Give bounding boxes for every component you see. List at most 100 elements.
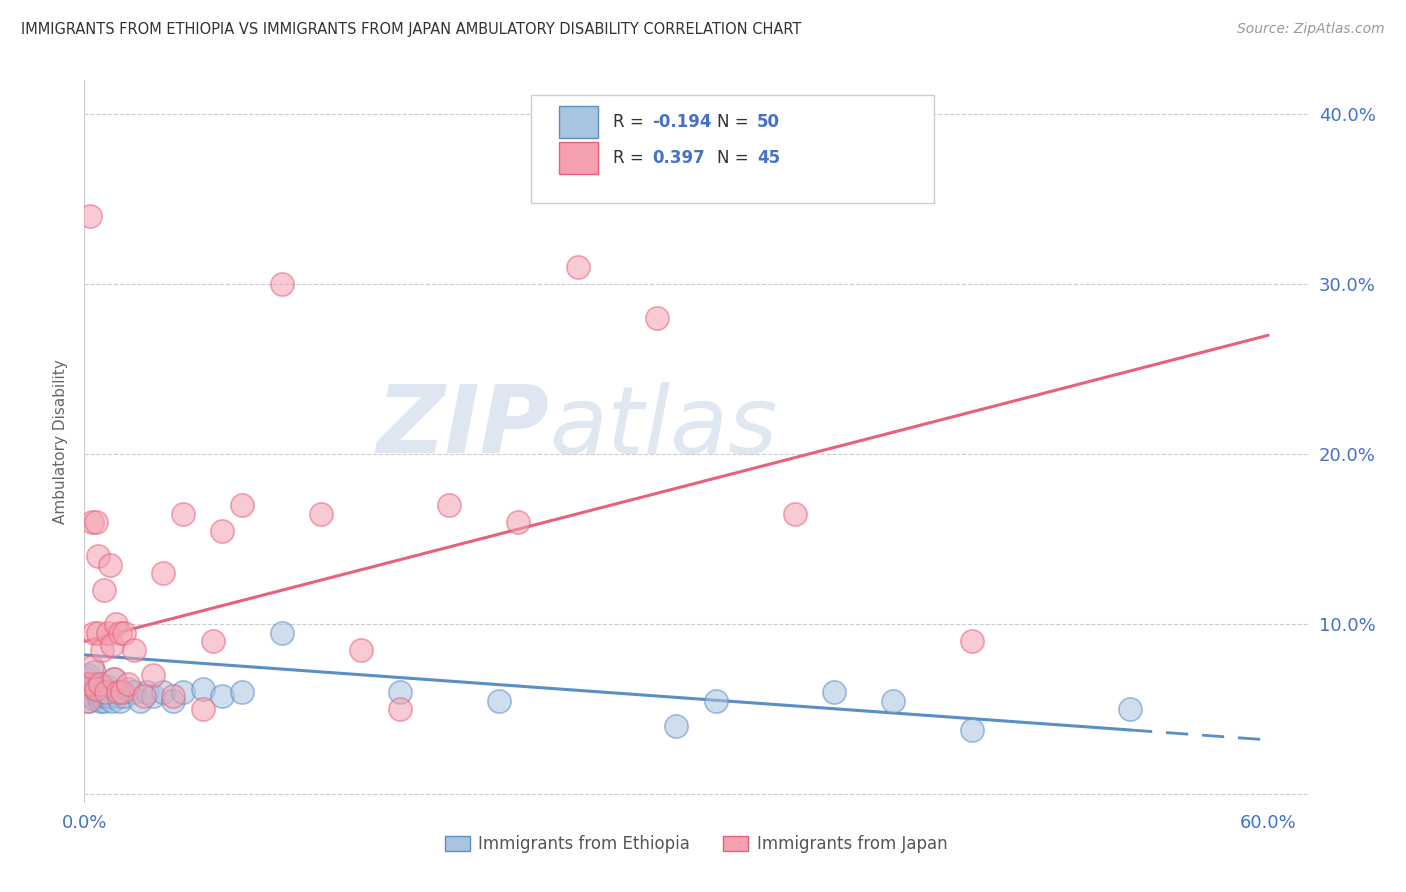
Point bbox=[111, 685, 134, 699]
Point bbox=[84, 681, 107, 696]
Point bbox=[108, 625, 131, 640]
Point bbox=[162, 694, 184, 708]
Point bbox=[103, 672, 125, 686]
Point bbox=[111, 685, 134, 699]
Point bbox=[77, 694, 100, 708]
Text: Source: ZipAtlas.com: Source: ZipAtlas.com bbox=[1237, 22, 1385, 37]
Point bbox=[823, 685, 845, 699]
Point bbox=[231, 685, 253, 699]
Point bbox=[82, 689, 104, 703]
Point bbox=[191, 681, 214, 696]
Point bbox=[142, 668, 165, 682]
Point bbox=[132, 689, 155, 703]
Point bbox=[101, 694, 124, 708]
Point bbox=[117, 681, 139, 696]
Point bbox=[94, 685, 117, 699]
Text: R =: R = bbox=[613, 112, 648, 131]
Point bbox=[201, 634, 224, 648]
Point bbox=[172, 685, 194, 699]
Point bbox=[87, 681, 110, 696]
Point bbox=[152, 566, 174, 581]
Point bbox=[349, 642, 371, 657]
Point bbox=[107, 689, 129, 703]
Point bbox=[84, 685, 107, 699]
Point bbox=[117, 677, 139, 691]
Point bbox=[84, 516, 107, 530]
Point bbox=[389, 685, 412, 699]
Text: N =: N = bbox=[717, 149, 754, 167]
Point bbox=[87, 549, 110, 564]
Point bbox=[439, 498, 461, 512]
FancyBboxPatch shape bbox=[531, 95, 935, 203]
Point bbox=[79, 677, 101, 691]
Point bbox=[112, 625, 135, 640]
Point bbox=[142, 689, 165, 703]
Point bbox=[112, 689, 135, 703]
Point bbox=[97, 625, 120, 640]
Point bbox=[882, 694, 904, 708]
Point bbox=[77, 694, 100, 708]
Point bbox=[79, 209, 101, 223]
Point bbox=[783, 507, 806, 521]
Point bbox=[93, 583, 115, 598]
Point bbox=[93, 694, 115, 708]
Text: atlas: atlas bbox=[550, 382, 778, 473]
Point bbox=[231, 498, 253, 512]
Point bbox=[270, 277, 292, 292]
Point bbox=[960, 634, 983, 648]
Point bbox=[488, 694, 510, 708]
Text: 50: 50 bbox=[758, 112, 780, 131]
Point bbox=[77, 668, 100, 682]
Point bbox=[84, 677, 107, 691]
Point bbox=[122, 642, 145, 657]
Text: -0.194: -0.194 bbox=[652, 112, 711, 131]
Point bbox=[89, 694, 111, 708]
Point bbox=[107, 685, 129, 699]
Text: IMMIGRANTS FROM ETHIOPIA VS IMMIGRANTS FROM JAPAN AMBULATORY DISABILITY CORRELAT: IMMIGRANTS FROM ETHIOPIA VS IMMIGRANTS F… bbox=[21, 22, 801, 37]
Point bbox=[94, 689, 117, 703]
Text: N =: N = bbox=[717, 112, 754, 131]
Point bbox=[128, 694, 150, 708]
Point bbox=[704, 694, 727, 708]
Point bbox=[389, 702, 412, 716]
Point bbox=[103, 672, 125, 686]
Point bbox=[79, 685, 101, 699]
Bar bbox=[560, 142, 598, 174]
Point bbox=[1119, 702, 1142, 716]
Point bbox=[91, 642, 114, 657]
Point bbox=[91, 689, 114, 703]
Point bbox=[152, 685, 174, 699]
Point bbox=[567, 260, 589, 275]
Point bbox=[122, 685, 145, 699]
Text: 45: 45 bbox=[758, 149, 780, 167]
Point bbox=[98, 689, 121, 703]
Point bbox=[94, 685, 117, 699]
Legend: Immigrants from Ethiopia, Immigrants from Japan: Immigrants from Ethiopia, Immigrants fro… bbox=[439, 828, 953, 860]
Point bbox=[87, 689, 110, 703]
Point bbox=[508, 516, 530, 530]
Point bbox=[75, 677, 97, 691]
Point bbox=[104, 685, 127, 699]
Point bbox=[82, 681, 104, 696]
Point bbox=[960, 723, 983, 737]
Y-axis label: Ambulatory Disability: Ambulatory Disability bbox=[53, 359, 69, 524]
Point bbox=[211, 524, 233, 538]
Point bbox=[93, 685, 115, 699]
Point bbox=[191, 702, 214, 716]
Point bbox=[172, 507, 194, 521]
Point bbox=[91, 680, 114, 694]
Point bbox=[645, 311, 668, 326]
Bar bbox=[560, 105, 598, 138]
Point bbox=[75, 672, 97, 686]
Point bbox=[101, 638, 124, 652]
Point bbox=[89, 677, 111, 691]
Point bbox=[665, 719, 688, 733]
Point bbox=[83, 665, 105, 679]
Text: 0.397: 0.397 bbox=[652, 149, 704, 167]
Point bbox=[162, 689, 184, 703]
Point bbox=[82, 660, 104, 674]
Text: R =: R = bbox=[613, 149, 648, 167]
Point bbox=[83, 625, 105, 640]
Point bbox=[104, 617, 127, 632]
Point bbox=[87, 625, 110, 640]
